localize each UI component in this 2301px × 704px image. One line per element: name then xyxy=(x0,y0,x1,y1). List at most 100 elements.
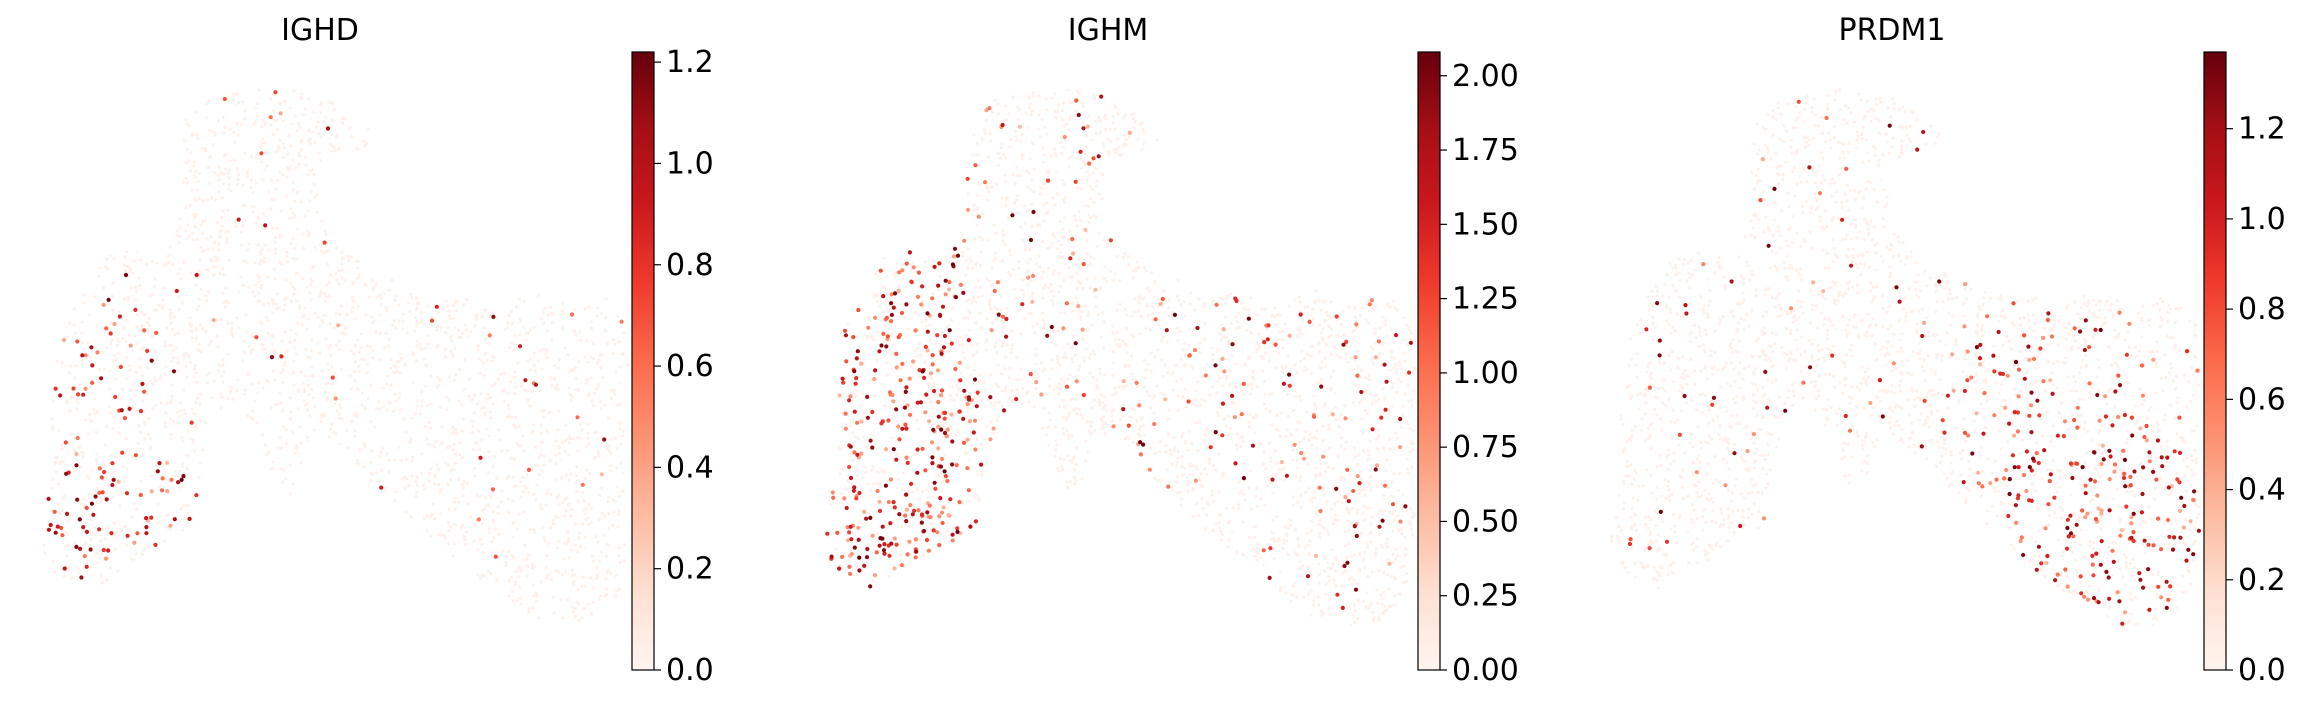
cell-point xyxy=(178,226,182,230)
cell-point xyxy=(897,286,901,290)
cell-point xyxy=(1080,101,1085,105)
cell-point xyxy=(190,188,194,192)
cell-point xyxy=(1186,448,1190,452)
cell-point xyxy=(77,570,81,574)
cell-point xyxy=(1285,428,1289,432)
cell-point xyxy=(883,324,888,328)
cell-point xyxy=(267,190,271,194)
cell-point xyxy=(592,356,596,360)
cell-point xyxy=(448,316,452,320)
cell-point xyxy=(454,496,458,500)
cell-point xyxy=(1123,113,1127,117)
cell-point xyxy=(405,331,409,335)
cell-point xyxy=(1034,274,1039,278)
cell-point xyxy=(1092,398,1097,403)
cell-point xyxy=(205,101,209,106)
cell-point-expressed xyxy=(920,512,925,517)
cell-point xyxy=(989,372,993,377)
cell-point xyxy=(522,299,526,303)
cell-point xyxy=(1351,614,1355,618)
cell-point xyxy=(1203,301,1207,306)
cell-point xyxy=(487,434,492,438)
cell-point xyxy=(155,357,159,361)
cell-point xyxy=(1016,118,1020,122)
cell-point xyxy=(1267,359,1271,363)
cell-point xyxy=(165,262,169,266)
cell-point xyxy=(1057,469,1061,473)
cell-point-expressed xyxy=(911,359,916,364)
cell-point-expressed xyxy=(1330,412,1335,417)
cell-point xyxy=(478,461,482,465)
cell-point-expressed xyxy=(144,531,149,536)
cell-point xyxy=(357,273,361,277)
cell-point xyxy=(247,344,251,348)
cell-point xyxy=(1260,307,1264,311)
cell-point xyxy=(282,468,286,472)
cell-point xyxy=(414,296,419,300)
cell-point xyxy=(1203,433,1207,437)
cell-point xyxy=(1102,415,1106,419)
cell-point xyxy=(1137,427,1142,431)
cell-point xyxy=(157,466,161,470)
cell-point xyxy=(560,312,564,316)
cell-point xyxy=(902,400,906,404)
cell-point xyxy=(449,334,453,339)
cell-point xyxy=(888,405,892,409)
cell-point xyxy=(1352,446,1357,450)
cell-point xyxy=(581,607,585,611)
cell-point xyxy=(502,399,506,403)
cell-point xyxy=(1336,499,1340,503)
cell-point xyxy=(1101,423,1105,427)
cell-point xyxy=(226,397,230,401)
cell-point xyxy=(1379,509,1383,513)
cell-point xyxy=(348,126,352,130)
cell-point xyxy=(1015,138,1019,143)
cell-point xyxy=(1327,532,1331,536)
cell-point xyxy=(271,349,275,353)
cell-point xyxy=(1067,436,1071,440)
cell-point xyxy=(184,176,188,180)
cell-point xyxy=(453,346,457,350)
cell-point xyxy=(497,428,501,432)
cell-point xyxy=(191,231,195,235)
cell-point xyxy=(1371,361,1375,365)
cell-point xyxy=(314,125,318,129)
cell-point xyxy=(964,451,968,455)
cell-point xyxy=(532,326,536,330)
cell-point xyxy=(350,387,354,391)
cell-point xyxy=(1279,585,1283,589)
cell-point xyxy=(881,285,885,289)
cell-point xyxy=(292,199,296,203)
cell-point xyxy=(308,141,312,145)
cell-point xyxy=(300,138,304,142)
cell-point xyxy=(488,396,492,400)
cell-point xyxy=(1406,325,1410,329)
cell-point xyxy=(1037,94,1041,98)
cell-point xyxy=(1263,503,1267,508)
cell-point-expressed xyxy=(1311,414,1317,419)
cell-point xyxy=(596,540,600,544)
cell-point xyxy=(291,257,295,261)
cell-point xyxy=(198,402,202,406)
cell-point xyxy=(221,291,225,295)
cell-point xyxy=(436,310,440,314)
cell-point xyxy=(210,396,214,400)
cell-point xyxy=(309,298,313,302)
cell-point xyxy=(1366,574,1370,579)
cell-point xyxy=(951,416,955,420)
cell-point xyxy=(522,490,526,494)
cell-point xyxy=(1329,327,1333,331)
cell-point xyxy=(243,350,247,354)
cell-point xyxy=(1203,321,1207,325)
cell-point xyxy=(1187,327,1191,331)
cell-point xyxy=(1197,319,1201,324)
cell-point xyxy=(1366,377,1370,381)
colorbar-tick-label: 0.0 xyxy=(666,653,714,688)
cell-point xyxy=(1068,372,1072,377)
cell-point xyxy=(195,110,199,114)
cell-point xyxy=(1075,375,1079,379)
cell-point xyxy=(1349,576,1353,580)
cell-point xyxy=(947,324,951,328)
cell-point xyxy=(528,368,532,372)
cell-point-expressed xyxy=(194,272,199,278)
